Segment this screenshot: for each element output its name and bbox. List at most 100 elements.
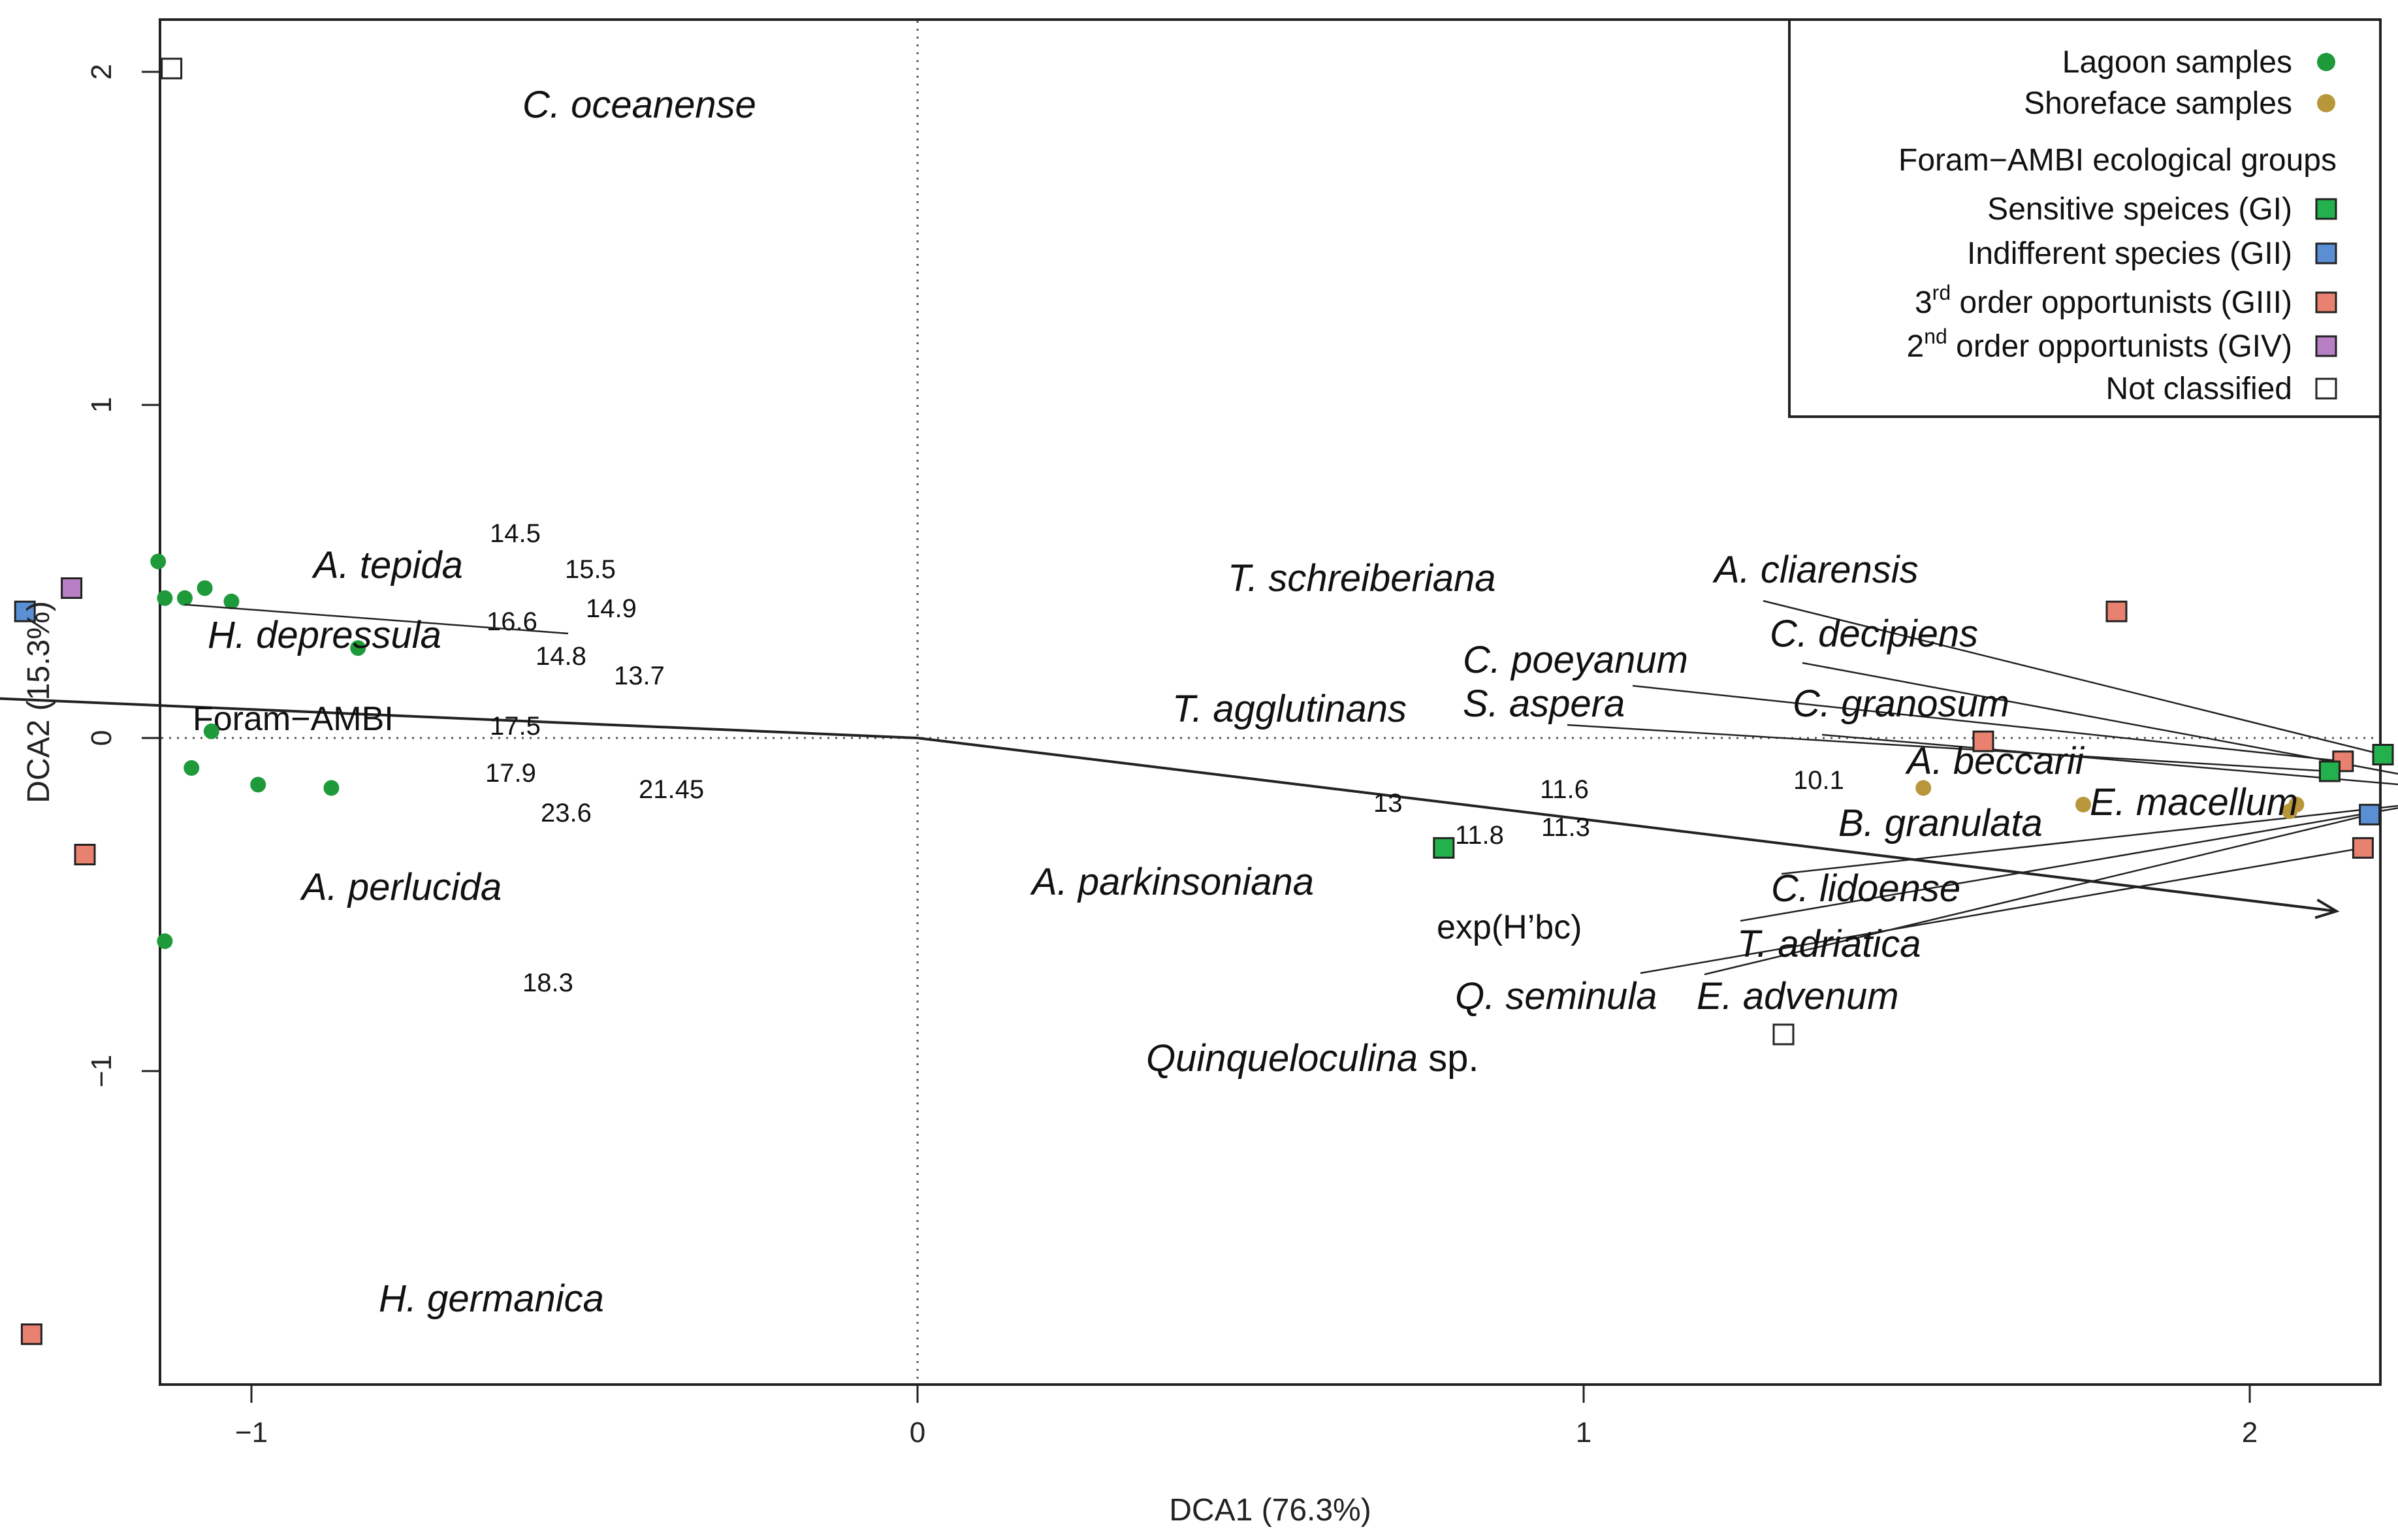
species-marker-GIII (2105, 600, 2128, 622)
lagoon-sample-point (223, 593, 240, 609)
shoreface-sample-point (2282, 803, 2298, 820)
species-label: C. granosum (1793, 682, 2009, 725)
sample-label: 14.5 (490, 519, 541, 548)
legend-label: Not classified (2106, 372, 2292, 406)
sample-label: 15.5 (565, 555, 616, 584)
species-marker-GIII (20, 1323, 42, 1345)
sample-label: 16.6 (487, 607, 537, 636)
shoreface-sample-point (2075, 797, 2091, 812)
species-label: C. oceanense (522, 84, 756, 126)
vector-arrowhead (2314, 898, 2340, 920)
species-marker-GIV (61, 577, 83, 599)
sample-label: 14.8 (536, 642, 586, 671)
environmental-vectors: Foram−AMBI exp(H’bc) (0, 697, 2340, 946)
species-label: C. decipiens (1770, 613, 1978, 655)
legend-label: Indifferent species (GII) (1967, 236, 2292, 271)
legend-label: 3rd order opportunists (GIII) (1915, 281, 2292, 320)
y-tick-label: 1 (86, 397, 118, 413)
species-points: C. oceanense A. tepida H. depressula A. per… (14, 57, 2394, 1345)
species-label: Q. seminula (1455, 975, 1657, 1018)
lagoon-sample-point (250, 777, 266, 793)
legend-marker-GII (2315, 242, 2337, 265)
sample-label: 17.9 (485, 759, 536, 788)
species-leader-line (1781, 805, 2398, 875)
sample-label: 11.3 (1541, 813, 1590, 842)
species-label: T. schreiberiana (1228, 557, 1496, 600)
leader-lines (1567, 600, 2398, 976)
legend-marker-GI (2315, 198, 2337, 220)
lagoon-sample-point (184, 760, 200, 776)
species-label: A. cliarensis (1712, 549, 1919, 591)
shoreface-sample-point (1915, 780, 1932, 796)
lagoon-sample-point (197, 580, 213, 596)
y-axis-title: DCA2 (15.3%) (22, 601, 56, 803)
species-label: T. agglutinans (1172, 688, 1407, 730)
sample-label: 11.6 (1540, 775, 1589, 804)
species-label: H. germanica (379, 1277, 604, 1320)
plot-frame (159, 18, 2382, 1386)
species-marker-GIII (1972, 730, 1994, 752)
lagoon-sample-point (150, 553, 167, 569)
sample-label: 14.9 (586, 594, 637, 623)
species-marker-GIII (74, 844, 96, 865)
species-label: E. macellum (2090, 781, 2298, 824)
species-marker-GI (2318, 760, 2341, 782)
zero-reference-lines (161, 21, 2379, 1383)
species-label: H. depressula (208, 614, 441, 656)
lagoon-sample-point (157, 933, 173, 950)
species-marker-GIII (2352, 837, 2374, 859)
species-leader-line (1640, 847, 2363, 974)
lagoon-sample-point (157, 590, 173, 606)
species-label: A. beccarii (1905, 740, 2085, 782)
species-leader-line (1821, 733, 2398, 786)
species-marker-GII (14, 600, 36, 622)
species-label: C. lidoense (1771, 867, 1960, 910)
species-label: B. granulata (1838, 802, 2043, 844)
sample-points: 14.5 15.5 16.6 14.814.9 13.7 17.5 17.923.6 21.4… (150, 519, 2305, 997)
species-marker-GI (2372, 744, 2394, 765)
sample-label: 13.7 (614, 662, 665, 690)
vector-arrow (917, 737, 2337, 913)
vector-label: exp(H’bc) (1437, 908, 1582, 946)
lagoon-sample-point (350, 640, 366, 656)
legend-label: Sensitive speices (GI) (1987, 192, 2292, 227)
legend-label: Lagoon samples (2062, 45, 2292, 80)
lagoon-sample-point (323, 780, 340, 796)
x-axis-title: DCA1 (76.3%) (1169, 1493, 1371, 1528)
species-marker-GI (1433, 837, 1455, 859)
species-label: E. advenum (1697, 975, 1899, 1018)
species-marker-NC (161, 57, 183, 80)
legend-label: Shoreface samples (2024, 86, 2292, 121)
sample-label: 18.3 (522, 969, 573, 997)
vector-arrow (0, 697, 918, 739)
species-label: Quinqueloculina sp. (1146, 1037, 1479, 1080)
species-leader-line (1704, 814, 2370, 976)
species-label: A. perlucida (300, 866, 502, 908)
x-tick-label: 1 (1576, 1417, 1591, 1449)
species-label: S. aspera (1463, 682, 1625, 725)
species-marker-GII (2359, 803, 2381, 826)
legend-groups-title: Foram−AMBI ecological groups (1898, 143, 2337, 178)
species-label: C. poeyanum (1463, 639, 1688, 681)
sample-leader-line (184, 603, 569, 635)
y-tick-label: −1 (86, 1055, 118, 1087)
legend-marker-GIV (2315, 335, 2337, 357)
species-leader-line (1763, 600, 2384, 756)
sample-label: 17.5 (490, 712, 541, 741)
sample-label: 23.6 (541, 799, 592, 827)
sample-label: 21.45 (639, 775, 704, 804)
x-tick-label: 2 (2242, 1417, 2258, 1449)
species-leader-line (1567, 724, 2330, 773)
species-label: A. tepida (312, 544, 463, 586)
x-tick-label: 0 (910, 1417, 925, 1449)
lagoon-sample-point (177, 590, 193, 606)
legend-marker-shoreface (2317, 94, 2335, 112)
sample-label: 13 (1373, 789, 1403, 818)
species-marker-NC (1772, 1023, 1795, 1046)
species-leader-line (1740, 807, 2398, 922)
sample-label: 10.1 (1793, 766, 1844, 795)
y-tick-label: 2 (86, 64, 118, 80)
sample-label: 11.8 (1455, 821, 1504, 850)
